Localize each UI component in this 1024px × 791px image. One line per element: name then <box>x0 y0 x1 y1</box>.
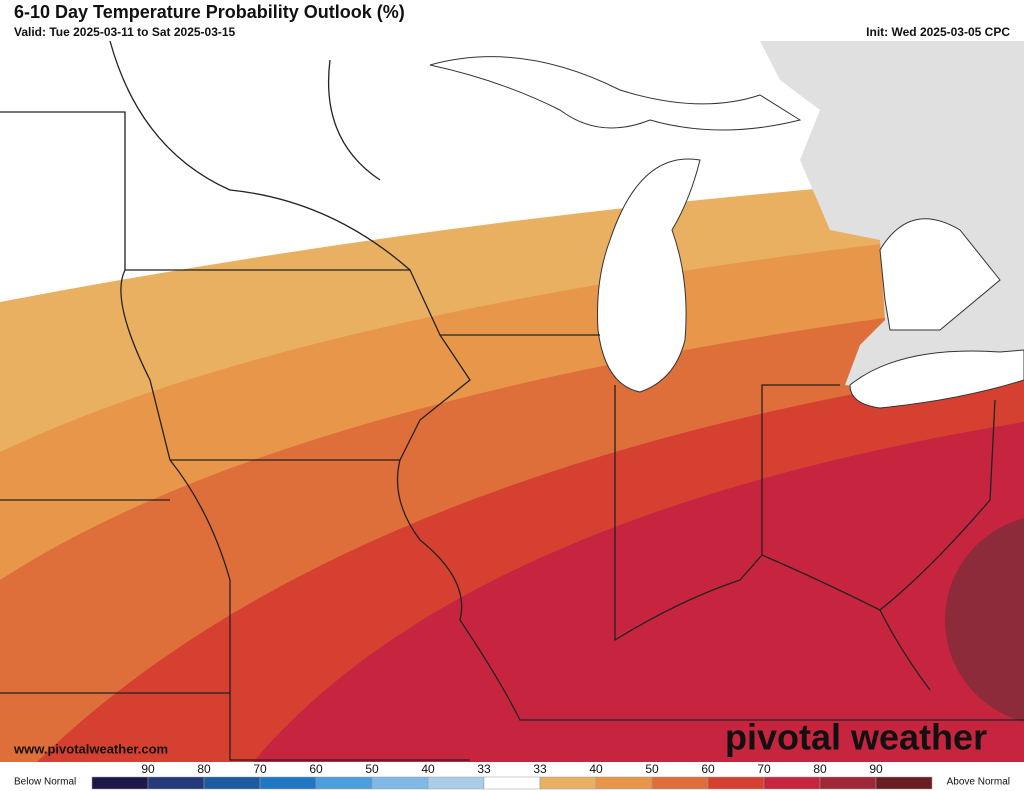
legend-tick-label: 60 <box>309 762 323 776</box>
legend-swatch <box>203 776 261 790</box>
valid-date: Valid: Tue 2025-03-11 to Sat 2025-03-15 <box>14 25 236 39</box>
legend-tick-label: 90 <box>869 762 883 776</box>
legend-tick-label: 33 <box>477 762 491 776</box>
init-date: Init: Wed 2025-03-05 CPC <box>866 25 1010 39</box>
legend-swatch <box>875 776 933 790</box>
band-90 <box>945 518 1024 722</box>
legend-left-label: Below Normal <box>14 777 76 788</box>
lake-superior-shore <box>429 56 802 131</box>
legend: 90 80 70 60 50 40 33 33 40 50 60 70 80 90 <box>91 762 933 790</box>
legend-swatch <box>147 776 205 790</box>
legend-swatch <box>259 776 317 790</box>
legend-tick-label: 50 <box>645 762 659 776</box>
legend-tick-label: 40 <box>421 762 435 776</box>
title: 6-10 Day Temperature Probability Outlook… <box>14 2 405 22</box>
lake-michigan <box>597 158 701 393</box>
legend-tick-label: 80 <box>813 762 827 776</box>
legend-tick-label: 60 <box>701 762 715 776</box>
legend-tick-label: 80 <box>197 762 211 776</box>
legend-tick-label: 70 <box>253 762 267 776</box>
legend-right-label: Above Normal <box>947 777 1010 788</box>
legend-swatch <box>819 776 877 790</box>
legend-swatch <box>483 776 541 790</box>
legend-swatch <box>539 776 597 790</box>
legend-swatch <box>315 776 373 790</box>
legend-tick-label: 33 <box>533 762 547 776</box>
legend-swatch <box>91 776 149 790</box>
legend-tick-label: 70 <box>757 762 771 776</box>
legend-swatch <box>763 776 821 790</box>
legend-tick-label: 50 <box>365 762 379 776</box>
lake-erie <box>849 349 1024 409</box>
legend-swatch <box>427 776 485 790</box>
legend-tick-label: 90 <box>141 762 155 776</box>
legend-swatch <box>595 776 653 790</box>
legend-swatch <box>651 776 709 790</box>
site-url: www.pivotalweather.com <box>13 741 168 756</box>
band-80 <box>253 422 1024 762</box>
lake-huron <box>879 218 1001 331</box>
map <box>0 41 1024 762</box>
legend-swatch <box>371 776 429 790</box>
legend-swatch <box>707 776 765 790</box>
brand-logo: pivotal weather <box>725 717 987 758</box>
state-borders <box>0 41 1024 761</box>
legend-tick-label: 40 <box>589 762 603 776</box>
